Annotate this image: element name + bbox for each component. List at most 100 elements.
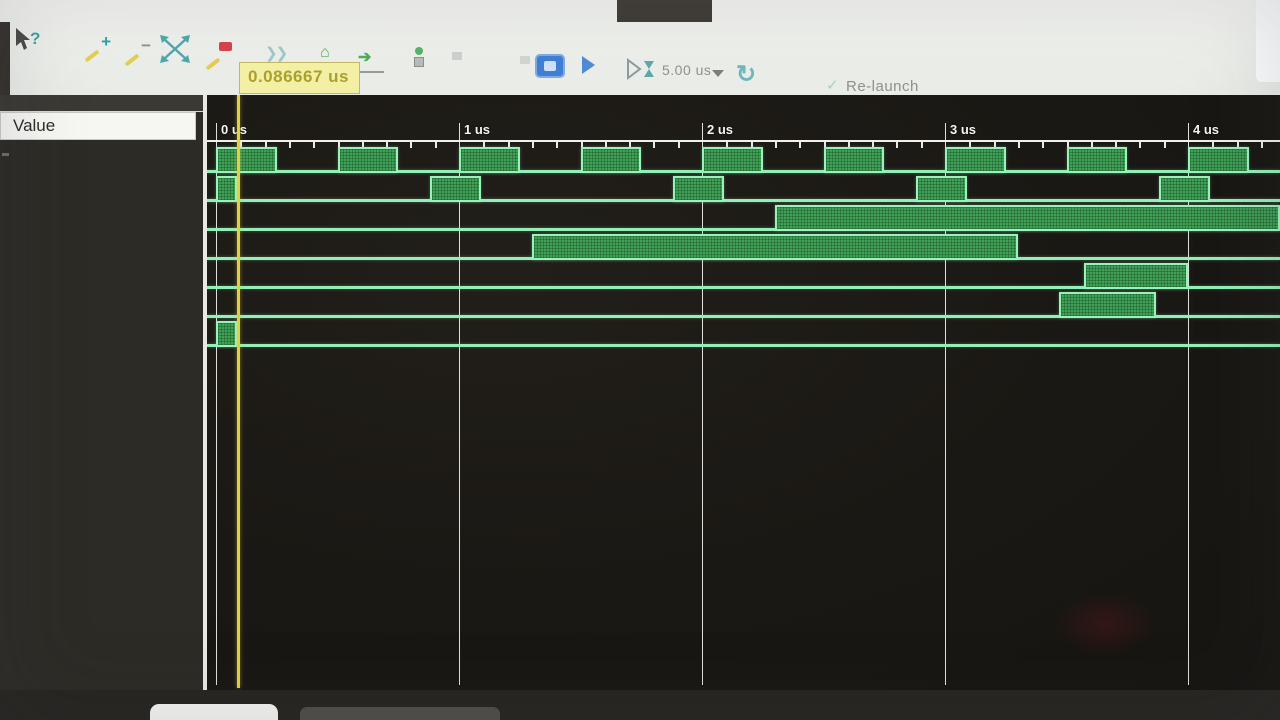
waveform-canvas[interactable]: 0 us 1 us 2 us 3 us 4 us bbox=[207, 95, 1280, 693]
time-tick-label: 3 us bbox=[950, 122, 977, 137]
minor-tick bbox=[337, 142, 340, 148]
breakpoint-stack-icon[interactable] bbox=[413, 40, 425, 74]
time-tick-label: 4 us bbox=[1193, 122, 1220, 137]
minor-tick bbox=[1115, 142, 1118, 148]
run-all-icon[interactable] bbox=[582, 56, 595, 74]
minor-tick bbox=[434, 142, 437, 148]
wave-high-pulse bbox=[702, 147, 763, 173]
wave-high-pulse bbox=[429, 176, 481, 202]
minor-tick bbox=[361, 142, 364, 148]
rerun-icon[interactable]: ↺ bbox=[736, 61, 757, 88]
wave-row-signal_3 bbox=[207, 204, 1280, 233]
wave-high-pulse bbox=[1188, 147, 1249, 173]
time-axis-line bbox=[207, 140, 1280, 142]
zoom-to-cursor-icon[interactable] bbox=[203, 40, 233, 68]
tree-expand-glyph[interactable] bbox=[2, 153, 9, 156]
run-for-time-icon[interactable] bbox=[626, 56, 656, 82]
wave-high-pulse bbox=[459, 147, 520, 173]
disabled-step-icon bbox=[452, 52, 462, 60]
wave-high-pulse bbox=[672, 176, 724, 202]
minor-tick bbox=[750, 142, 753, 148]
taskbar-popup-secondary bbox=[300, 707, 500, 720]
wave-high-pulse bbox=[337, 147, 399, 173]
minor-tick bbox=[1017, 142, 1020, 148]
zoom-fit-icon[interactable] bbox=[160, 35, 190, 63]
go-to-time-end-icon[interactable]: ➔ bbox=[354, 49, 384, 73]
minor-tick bbox=[580, 142, 583, 148]
major-gridline bbox=[702, 123, 703, 685]
minor-tick bbox=[1163, 142, 1166, 148]
value-column-header: Value bbox=[0, 112, 196, 140]
minor-tick bbox=[847, 142, 850, 148]
minor-tick bbox=[1260, 142, 1263, 148]
help-cursor-icon[interactable]: ? bbox=[12, 26, 46, 56]
wave-high-pulse bbox=[1059, 292, 1157, 318]
zoom-in-icon[interactable] bbox=[82, 32, 112, 60]
wave-high-pulse bbox=[216, 321, 238, 347]
wave-high-pulse bbox=[915, 176, 967, 202]
wave-high-pulse bbox=[945, 147, 1006, 173]
minor-tick bbox=[410, 142, 413, 148]
minor-tick bbox=[1212, 142, 1215, 148]
minor-tick bbox=[896, 142, 899, 148]
wave-high-pulse bbox=[1083, 263, 1188, 289]
wave-low-level bbox=[207, 315, 1280, 318]
disabled-break-icon bbox=[520, 56, 530, 64]
time-tick-label: 2 us bbox=[707, 122, 734, 137]
relaunch-check-icon: ✓ bbox=[826, 77, 839, 94]
minor-tick bbox=[1236, 142, 1239, 148]
relaunch-label[interactable]: Re-launch bbox=[846, 78, 919, 95]
major-gridline bbox=[459, 123, 460, 685]
major-gridline bbox=[945, 123, 946, 685]
taskbar-popup[interactable] bbox=[150, 704, 278, 720]
wave-high-pulse bbox=[216, 176, 238, 202]
minor-tick bbox=[774, 142, 777, 148]
time-unit-dropdown-caret[interactable] bbox=[712, 70, 724, 77]
minor-tick bbox=[677, 142, 680, 148]
wave-high-pulse bbox=[1158, 176, 1210, 202]
time-cursor[interactable] bbox=[237, 95, 240, 688]
minor-tick bbox=[288, 142, 291, 148]
bottom-strip bbox=[0, 690, 1280, 720]
next-transition-icon[interactable]: ❯❯ bbox=[265, 45, 288, 62]
screen-top-notch bbox=[617, 0, 712, 22]
minor-tick bbox=[531, 142, 534, 148]
wave-names-panel: Value bbox=[0, 95, 203, 720]
wave-high-pulse bbox=[531, 234, 1018, 260]
minor-tick bbox=[604, 142, 607, 148]
minor-tick bbox=[993, 142, 996, 148]
minor-tick bbox=[1042, 142, 1045, 148]
minor-tick bbox=[264, 142, 267, 148]
wave-low-level bbox=[207, 228, 1280, 231]
minor-tick bbox=[240, 142, 243, 148]
wave-high-pulse bbox=[1066, 147, 1128, 173]
minor-tick bbox=[507, 142, 510, 148]
minor-tick bbox=[483, 142, 486, 148]
value-column-label: Value bbox=[13, 116, 56, 135]
minor-tick bbox=[823, 142, 826, 148]
minor-tick bbox=[1090, 142, 1093, 148]
time-tick-label: 1 us bbox=[464, 122, 491, 137]
time-tick-label: 0 us bbox=[221, 122, 248, 137]
minor-tick bbox=[799, 142, 802, 148]
minor-tick bbox=[872, 142, 875, 148]
restart-icon[interactable] bbox=[535, 54, 565, 78]
major-gridline bbox=[216, 123, 217, 685]
wave-row-signal_6 bbox=[207, 291, 1280, 320]
wave-low-level bbox=[207, 286, 1280, 289]
wave-low-level bbox=[207, 199, 1280, 202]
wave-high-pulse bbox=[580, 147, 642, 173]
minor-tick bbox=[386, 142, 389, 148]
wave-row-signal_4 bbox=[207, 233, 1280, 262]
wave-row-signal_1 bbox=[207, 146, 1280, 175]
minor-tick bbox=[969, 142, 972, 148]
wave-high-pulse bbox=[774, 205, 1280, 231]
panel-wave-splitter[interactable] bbox=[203, 95, 207, 720]
zoom-out-icon[interactable] bbox=[122, 36, 152, 64]
minor-tick bbox=[726, 142, 729, 148]
minor-tick bbox=[313, 142, 316, 148]
photo-glare bbox=[1256, 0, 1280, 82]
minor-tick bbox=[1066, 142, 1069, 148]
wave-low-level bbox=[207, 344, 1280, 347]
run-time-field[interactable]: 5.00 us bbox=[662, 62, 712, 78]
